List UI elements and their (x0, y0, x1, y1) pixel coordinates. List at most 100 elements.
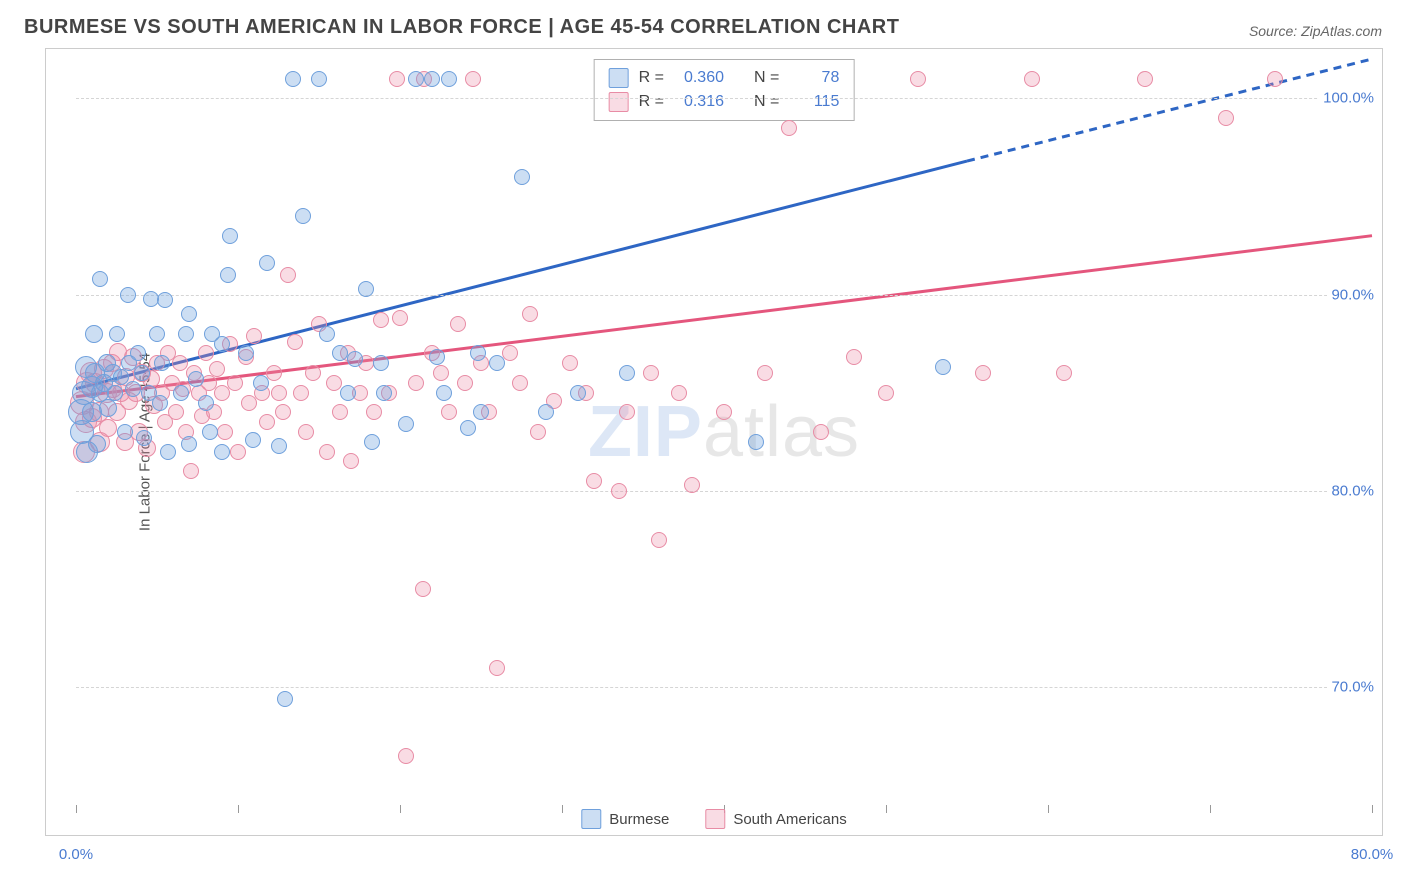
pink-swatch-icon (705, 809, 725, 829)
r-value: 0.316 (674, 93, 724, 111)
legend-item-pink: South Americans (705, 809, 846, 829)
y-tick-label: 100.0% (1319, 90, 1378, 107)
grid-line (76, 687, 1372, 688)
x-tick (238, 805, 239, 813)
data-point (160, 444, 176, 460)
x-tick (562, 805, 563, 813)
data-point (408, 375, 424, 391)
n-value: 115 (789, 93, 839, 111)
x-tick-label: 80.0% (1351, 846, 1394, 863)
n-value: 78 (789, 69, 839, 87)
data-point (358, 281, 374, 297)
watermark-zip: ZIP (588, 392, 703, 472)
data-point (813, 424, 829, 440)
data-point (562, 355, 578, 371)
n-label: N = (754, 93, 779, 111)
data-point (347, 351, 363, 367)
grid-line (76, 98, 1372, 99)
data-point (415, 581, 431, 597)
x-tick (1048, 805, 1049, 813)
data-point (643, 365, 659, 381)
data-point (172, 355, 188, 371)
data-point (457, 375, 473, 391)
data-point (373, 355, 389, 371)
data-point (298, 424, 314, 440)
legend-stats-box: R = 0.360 N = 78 R = 0.316 N = 115 (594, 59, 855, 121)
grid-line (76, 295, 1372, 296)
plot-area: ZIPatlas R = 0.360 N = 78 R = 0.316 N = … (76, 59, 1372, 805)
data-point (538, 404, 554, 420)
data-point (275, 404, 291, 420)
data-point (366, 404, 382, 420)
data-point (280, 267, 296, 283)
data-point (470, 345, 486, 361)
data-point (277, 691, 293, 707)
data-point (441, 404, 457, 420)
data-point (202, 424, 218, 440)
data-point (376, 385, 392, 401)
data-point (716, 404, 732, 420)
blue-swatch-icon (581, 809, 601, 829)
data-point (570, 385, 586, 401)
y-tick-label: 80.0% (1327, 482, 1378, 499)
data-point (1218, 110, 1234, 126)
data-point (183, 463, 199, 479)
data-point (259, 414, 275, 430)
data-point (530, 424, 546, 440)
grid-line (76, 491, 1372, 492)
data-point (149, 326, 165, 342)
source-text: Source: ZipAtlas.com (1249, 23, 1382, 39)
pink-swatch-icon (609, 92, 629, 112)
data-point (188, 371, 204, 387)
data-point (117, 424, 133, 440)
data-point (311, 71, 327, 87)
data-point (198, 345, 214, 361)
r-label: R = (639, 93, 664, 111)
data-point (198, 395, 214, 411)
legend-label: South Americans (733, 811, 846, 828)
data-point (217, 424, 233, 440)
data-point (214, 336, 230, 352)
data-point (214, 444, 230, 460)
x-tick (886, 805, 887, 813)
data-point (398, 748, 414, 764)
data-point (748, 434, 764, 450)
data-point (209, 361, 225, 377)
legend-item-blue: Burmese (581, 809, 669, 829)
data-point (109, 326, 125, 342)
data-point (220, 267, 236, 283)
data-point (173, 385, 189, 401)
data-point (846, 349, 862, 365)
data-point (429, 349, 445, 365)
data-point (441, 71, 457, 87)
data-point (152, 395, 168, 411)
data-point (878, 385, 894, 401)
data-point (781, 120, 797, 136)
data-point (178, 326, 194, 342)
data-point (373, 312, 389, 328)
x-tick (1372, 805, 1373, 813)
data-point (465, 71, 481, 87)
y-tick-label: 70.0% (1327, 679, 1378, 696)
data-point (408, 71, 424, 87)
data-point (450, 316, 466, 332)
data-point (295, 208, 311, 224)
data-point (99, 399, 117, 417)
data-point (319, 326, 335, 342)
data-point (1056, 365, 1072, 381)
blue-swatch-icon (609, 68, 629, 88)
data-point (332, 404, 348, 420)
data-point (935, 359, 951, 375)
data-point (253, 375, 269, 391)
data-point (246, 328, 262, 344)
data-point (392, 310, 408, 326)
y-tick-label: 90.0% (1327, 286, 1378, 303)
data-point (287, 334, 303, 350)
data-point (92, 271, 108, 287)
data-point (136, 430, 152, 446)
data-point (1024, 71, 1040, 87)
data-point (271, 385, 287, 401)
r-value: 0.360 (674, 69, 724, 87)
data-point (181, 306, 197, 322)
data-point (266, 365, 282, 381)
